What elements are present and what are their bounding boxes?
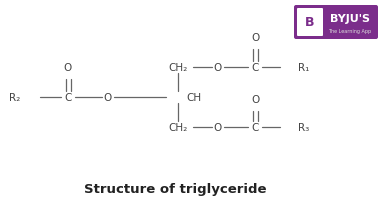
Text: CH₂: CH₂ [168,63,188,73]
Text: O: O [251,33,259,43]
Text: CH₂: CH₂ [168,122,188,132]
FancyBboxPatch shape [297,9,323,37]
FancyBboxPatch shape [294,6,378,40]
Text: BYJU'S: BYJU'S [330,14,370,24]
Text: R₃: R₃ [298,122,309,132]
Text: Structure of triglyceride: Structure of triglyceride [84,183,266,196]
Text: O: O [214,63,222,73]
Text: CH: CH [186,93,201,102]
Text: C: C [251,63,259,73]
Text: C: C [64,93,72,102]
Text: O: O [104,93,112,102]
Text: O: O [64,63,72,73]
Text: The Learning App: The Learning App [329,28,372,33]
Text: O: O [214,122,222,132]
Text: B: B [305,16,315,29]
Text: C: C [251,122,259,132]
Text: R₂: R₂ [9,93,20,102]
Text: R₁: R₁ [298,63,309,73]
Text: O: O [251,94,259,104]
